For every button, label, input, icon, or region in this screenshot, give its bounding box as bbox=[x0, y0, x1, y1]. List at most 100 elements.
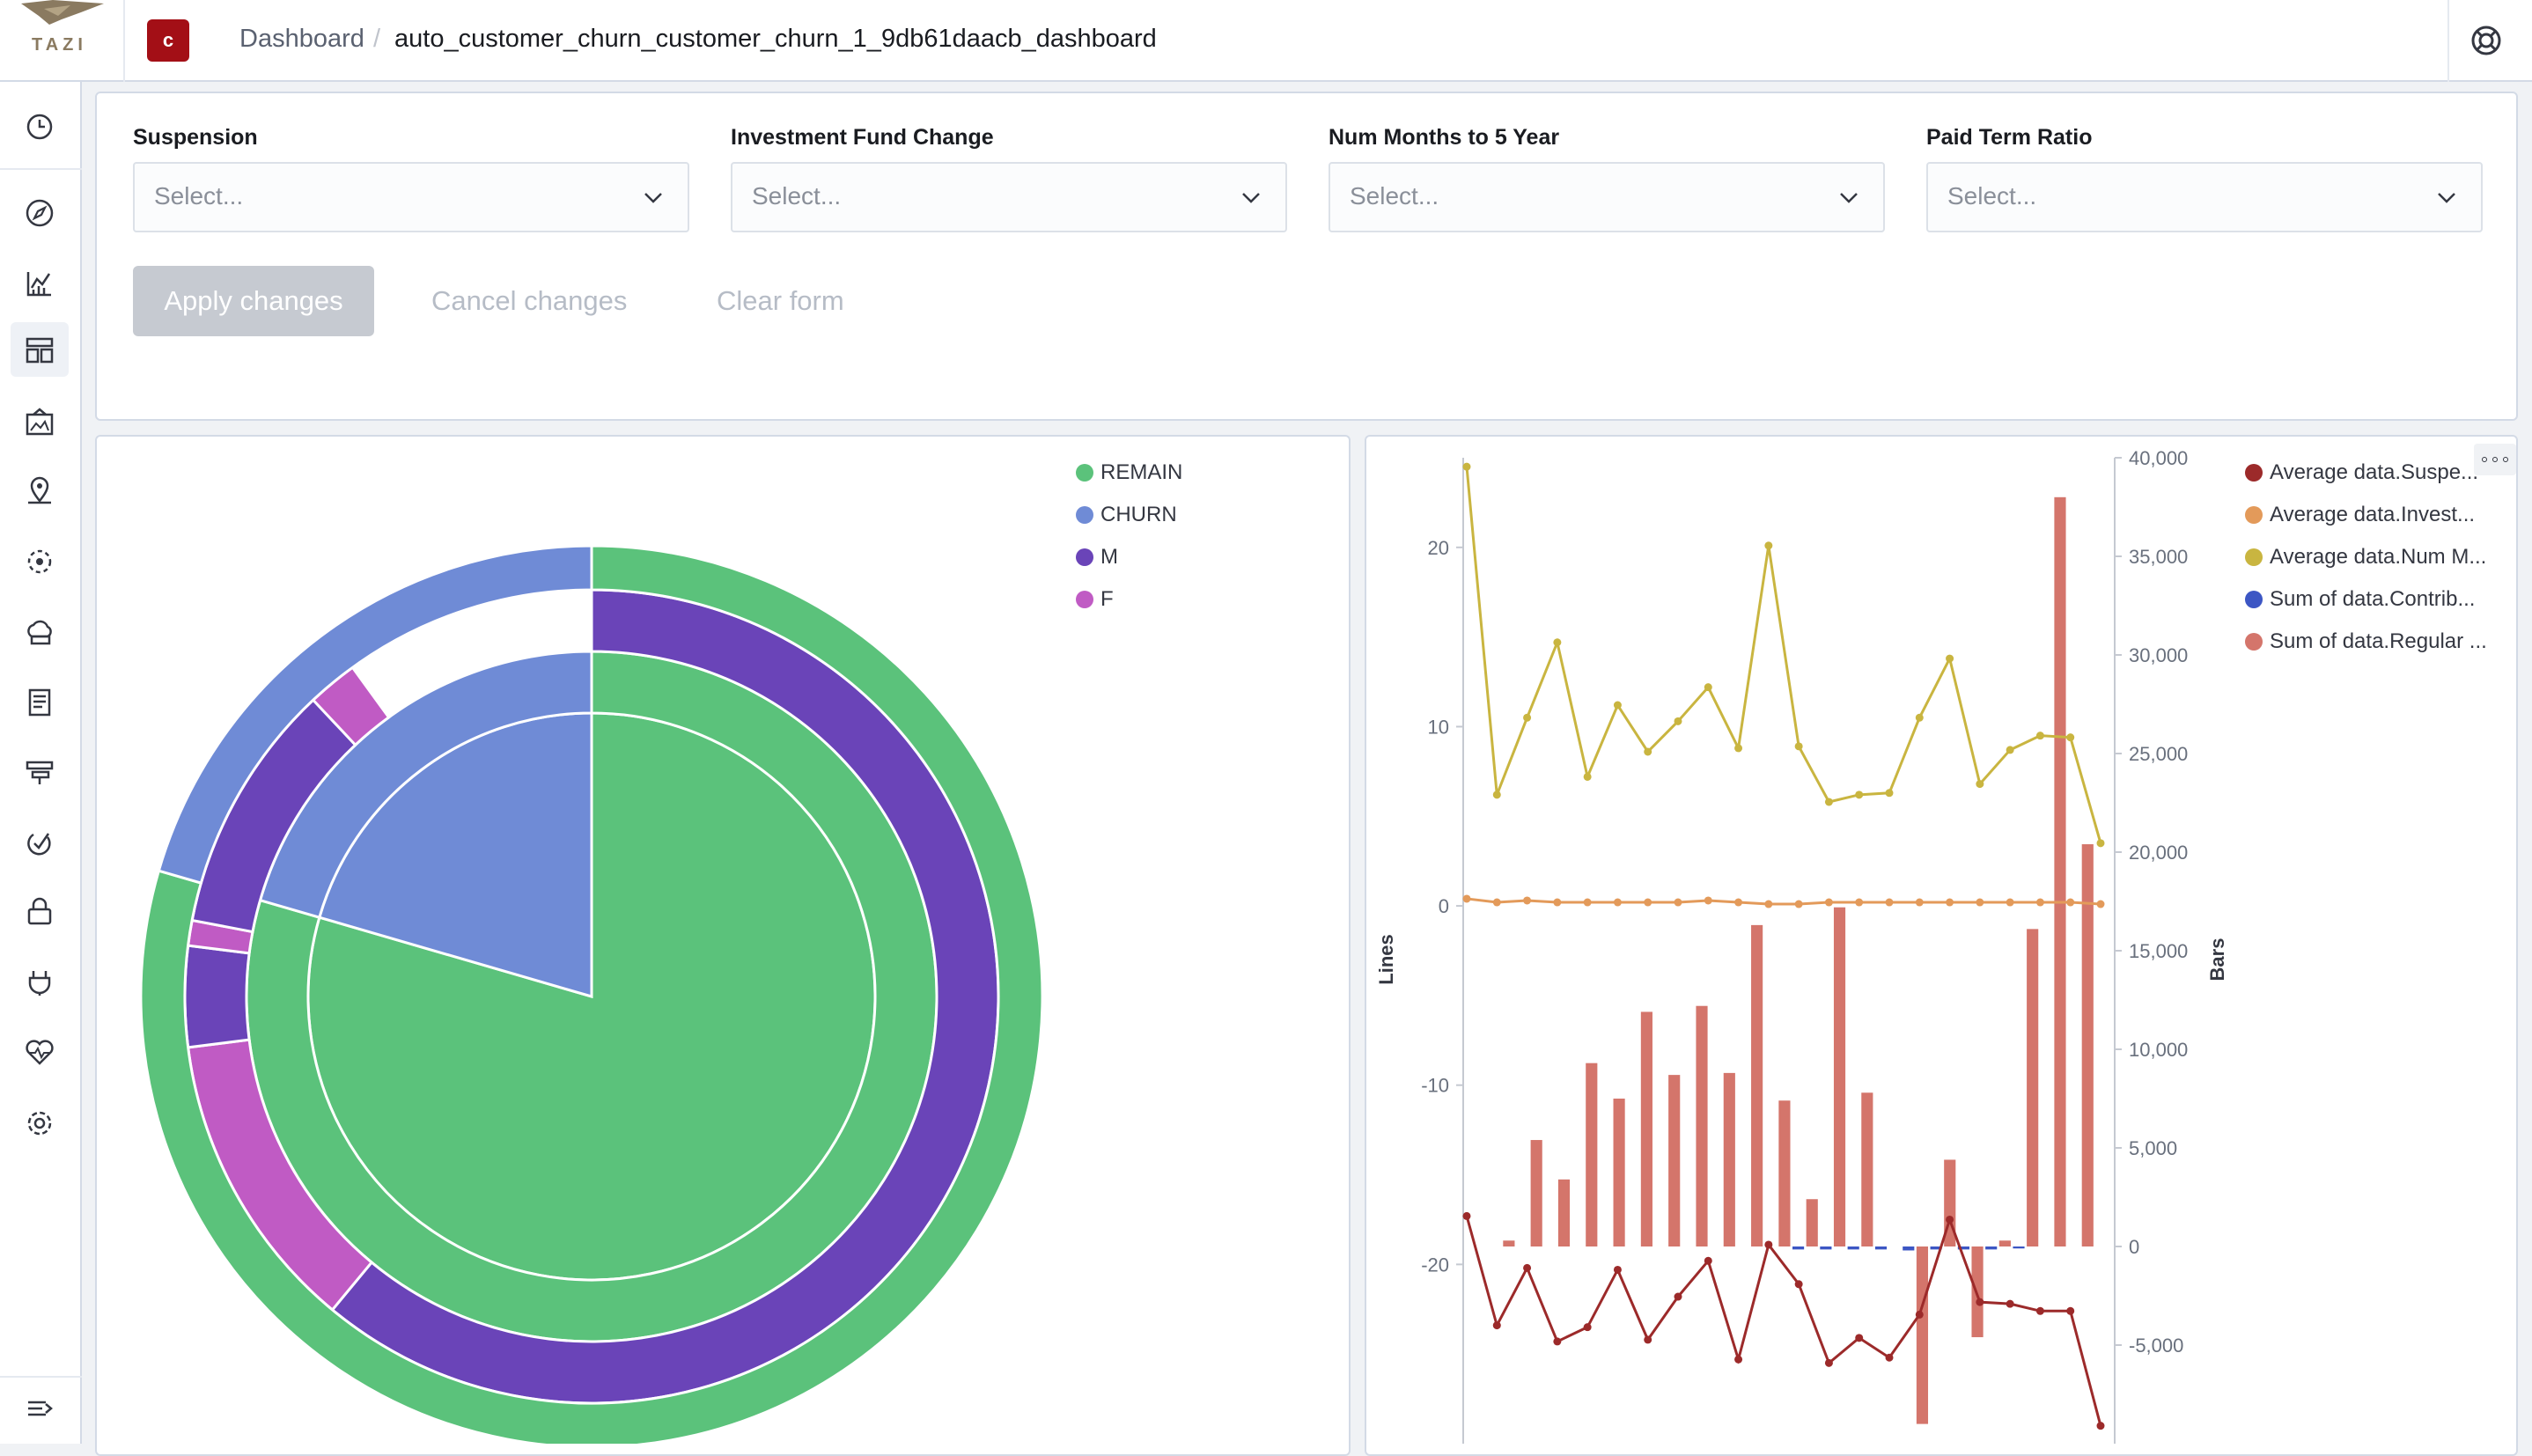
line-point[interactable] bbox=[1644, 1335, 1652, 1344]
line-point[interactable] bbox=[1885, 898, 1894, 907]
legend-f[interactable]: F bbox=[1076, 586, 1114, 613]
line-point[interactable] bbox=[1613, 898, 1622, 907]
apply-changes-button[interactable]: Apply changes bbox=[133, 266, 374, 336]
series-line-2[interactable] bbox=[1465, 1215, 2102, 1427]
legend-avg-investment[interactable]: Average data.Invest... bbox=[2245, 502, 2475, 528]
monitoring-icon[interactable] bbox=[21, 1034, 58, 1071]
line-point[interactable] bbox=[1523, 713, 1532, 722]
bar-contrib[interactable] bbox=[1930, 1246, 1942, 1250]
line-point[interactable] bbox=[1492, 1321, 1501, 1330]
sunburst-chart[interactable] bbox=[132, 537, 1048, 1444]
dashboard-icon[interactable] bbox=[21, 332, 58, 369]
line-point[interactable] bbox=[1915, 898, 1924, 907]
visualize-icon[interactable] bbox=[21, 265, 58, 302]
bar-regular[interactable] bbox=[1640, 1011, 1652, 1246]
line-point[interactable] bbox=[2035, 898, 2044, 907]
bar-regular[interactable] bbox=[2054, 496, 2066, 1246]
line-point[interactable] bbox=[2096, 839, 2105, 848]
bar-contrib[interactable] bbox=[1985, 1246, 1998, 1250]
line-point[interactable] bbox=[1583, 772, 1592, 781]
line-point[interactable] bbox=[1915, 1310, 1924, 1319]
line-point[interactable] bbox=[1976, 780, 1984, 789]
line-point[interactable] bbox=[1674, 1292, 1682, 1301]
line-point[interactable] bbox=[1976, 898, 1984, 907]
sunburst-slice-m[interactable] bbox=[183, 944, 251, 1049]
line-point[interactable] bbox=[1824, 1358, 1833, 1367]
bar-regular[interactable] bbox=[2081, 844, 2094, 1246]
line-point[interactable] bbox=[2006, 1299, 2014, 1308]
bar-regular[interactable] bbox=[2027, 929, 2039, 1246]
legend-sum-regular[interactable]: Sum of data.Regular ... bbox=[2245, 629, 2487, 655]
dev-tools-icon[interactable] bbox=[21, 964, 58, 1001]
bar-contrib[interactable] bbox=[1903, 1246, 1915, 1251]
bar-regular[interactable] bbox=[1916, 1246, 1929, 1424]
line-point[interactable] bbox=[1946, 1215, 1954, 1224]
line-point[interactable] bbox=[1583, 1323, 1592, 1332]
panel-options-button[interactable] bbox=[2474, 444, 2516, 475]
line-point[interactable] bbox=[1855, 898, 1864, 907]
bar-regular[interactable] bbox=[1998, 1240, 2011, 1246]
tazi-logo[interactable]: TAZI bbox=[0, 0, 123, 82]
line-point[interactable] bbox=[1462, 1211, 1471, 1220]
maps-icon[interactable] bbox=[21, 473, 58, 510]
bar-regular[interactable] bbox=[1696, 1005, 1708, 1246]
line-point[interactable] bbox=[1492, 791, 1501, 799]
bar-regular[interactable] bbox=[1613, 1099, 1625, 1246]
space-avatar[interactable]: c bbox=[147, 19, 189, 62]
line-point[interactable] bbox=[1824, 798, 1833, 806]
line-point[interactable] bbox=[1492, 898, 1501, 907]
line-point[interactable] bbox=[1704, 1256, 1712, 1265]
bar-regular[interactable] bbox=[1668, 1075, 1681, 1246]
bar-regular[interactable] bbox=[1557, 1179, 1571, 1246]
line-point[interactable] bbox=[1794, 1280, 1803, 1289]
line-point[interactable] bbox=[1885, 789, 1894, 798]
legend-avg-num-months[interactable]: Average data.Num M... bbox=[2245, 544, 2486, 570]
bar-regular[interactable] bbox=[1723, 1072, 1735, 1246]
line-point[interactable] bbox=[1734, 1355, 1743, 1364]
line-point[interactable] bbox=[1704, 896, 1712, 905]
line-point[interactable] bbox=[1553, 638, 1562, 647]
line-point[interactable] bbox=[1764, 1240, 1773, 1249]
bar-regular[interactable] bbox=[1586, 1063, 1598, 1246]
line-point[interactable] bbox=[1764, 541, 1773, 550]
line-point[interactable] bbox=[1553, 898, 1562, 907]
bar-regular[interactable] bbox=[1530, 1140, 1542, 1246]
compass-icon[interactable] bbox=[21, 195, 58, 232]
line-point[interactable] bbox=[2066, 1306, 2075, 1315]
series-line-0[interactable] bbox=[1465, 467, 2102, 844]
infrastructure-icon[interactable] bbox=[21, 614, 58, 651]
bar-contrib[interactable] bbox=[2013, 1246, 2025, 1249]
clock-icon[interactable] bbox=[21, 108, 58, 145]
line-point[interactable] bbox=[1553, 1337, 1562, 1346]
line-point[interactable] bbox=[1946, 898, 1954, 907]
bar-contrib[interactable] bbox=[1820, 1246, 1832, 1250]
legend-sum-contrib[interactable]: Sum of data.Contrib... bbox=[2245, 586, 2475, 613]
line-point[interactable] bbox=[1674, 898, 1682, 907]
uptime-icon[interactable] bbox=[21, 825, 58, 862]
line-point[interactable] bbox=[1704, 683, 1712, 692]
legend-churn[interactable]: CHURN bbox=[1076, 502, 1177, 528]
bar-contrib[interactable] bbox=[1792, 1246, 1805, 1250]
bar-contrib[interactable] bbox=[1874, 1246, 1888, 1250]
paid-term-ratio-select[interactable]: Select... bbox=[1926, 162, 2483, 232]
line-point[interactable] bbox=[2096, 1422, 2105, 1430]
help-icon[interactable] bbox=[2469, 23, 2504, 58]
line-point[interactable] bbox=[1976, 1298, 1984, 1306]
line-point[interactable] bbox=[1794, 900, 1803, 908]
line-point[interactable] bbox=[1523, 896, 1532, 905]
bar-regular[interactable] bbox=[1833, 907, 1846, 1246]
bar-regular[interactable] bbox=[1861, 1092, 1873, 1246]
legend-m[interactable]: M bbox=[1076, 544, 1118, 570]
line-point[interactable] bbox=[1462, 894, 1471, 903]
bar-contrib[interactable] bbox=[1957, 1246, 1969, 1250]
cancel-changes-button[interactable]: Cancel changes bbox=[431, 285, 628, 316]
line-point[interactable] bbox=[1915, 713, 1924, 722]
line-point[interactable] bbox=[1734, 898, 1743, 907]
line-point[interactable] bbox=[1764, 900, 1773, 908]
suspension-select[interactable]: Select... bbox=[133, 162, 689, 232]
sunburst-slice-remain[interactable] bbox=[139, 544, 1044, 1444]
bar-regular[interactable] bbox=[1806, 1199, 1818, 1246]
line-point[interactable] bbox=[2096, 900, 2105, 908]
management-icon[interactable] bbox=[21, 1105, 58, 1142]
line-point[interactable] bbox=[2035, 732, 2044, 740]
